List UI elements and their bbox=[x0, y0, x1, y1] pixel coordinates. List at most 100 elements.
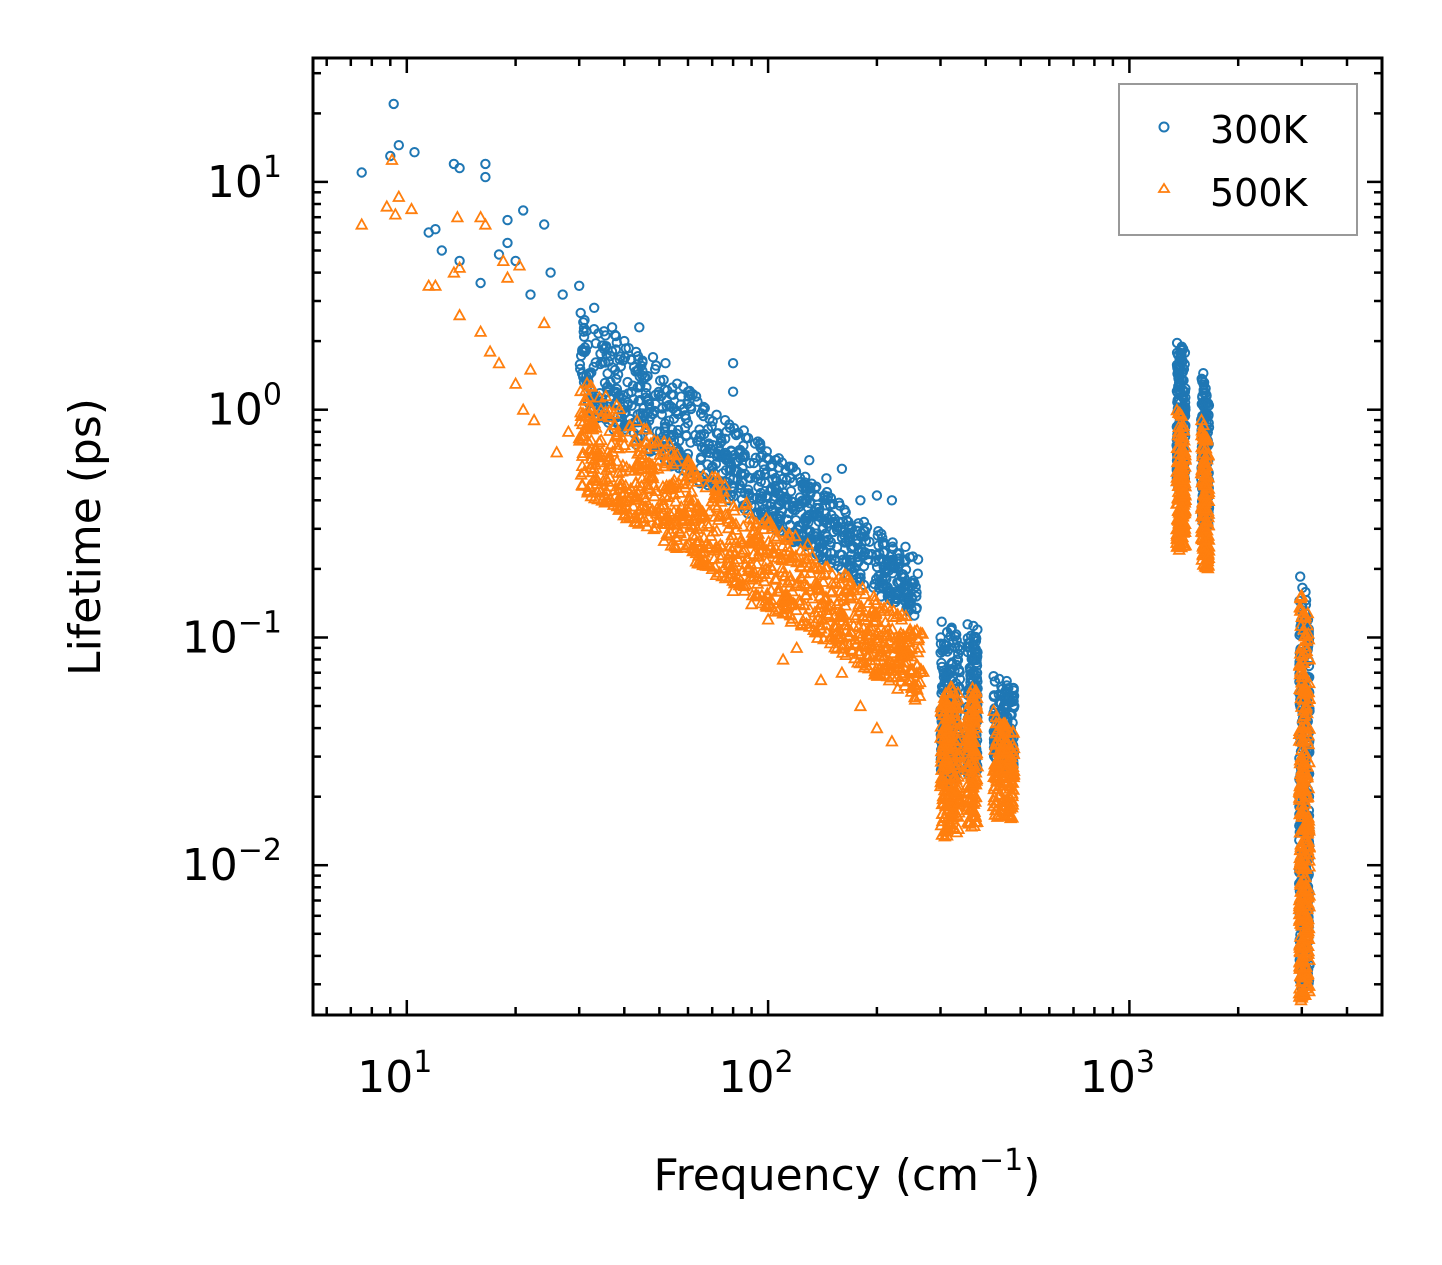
data-point bbox=[813, 562, 827, 575]
data-point bbox=[785, 611, 800, 624]
y-tick-label: 100 bbox=[207, 378, 282, 436]
data-point bbox=[639, 456, 654, 469]
data-point bbox=[760, 477, 771, 489]
data-point bbox=[880, 568, 891, 579]
data-point bbox=[852, 644, 866, 657]
data-point bbox=[632, 409, 643, 420]
data-point bbox=[1176, 429, 1190, 443]
data-point bbox=[516, 402, 530, 415]
data-point bbox=[473, 210, 488, 223]
data-point bbox=[934, 762, 949, 775]
data-point bbox=[886, 495, 898, 506]
data-point bbox=[599, 483, 614, 496]
data-point bbox=[718, 478, 732, 491]
data-point bbox=[951, 746, 965, 759]
data-point bbox=[726, 516, 741, 529]
data-point bbox=[557, 289, 568, 300]
data-point bbox=[711, 428, 723, 439]
data-point bbox=[708, 498, 722, 511]
data-point bbox=[853, 544, 864, 556]
data-point bbox=[940, 711, 955, 724]
data-point bbox=[637, 355, 648, 366]
data-point bbox=[1294, 839, 1308, 852]
data-point bbox=[997, 769, 1012, 782]
data-point bbox=[1296, 986, 1311, 999]
data-point bbox=[576, 406, 590, 419]
data-point bbox=[690, 535, 704, 548]
data-point bbox=[879, 641, 893, 654]
data-point bbox=[473, 324, 488, 337]
data-point bbox=[794, 560, 808, 573]
data-point bbox=[589, 441, 603, 454]
data-point bbox=[990, 809, 1005, 822]
data-point bbox=[935, 796, 949, 810]
data-point bbox=[971, 660, 983, 671]
data-point bbox=[775, 560, 789, 573]
legend-marker-500k bbox=[1157, 182, 1171, 193]
data-point bbox=[946, 700, 960, 713]
data-point bbox=[545, 267, 556, 278]
data-point bbox=[871, 550, 883, 561]
data-point bbox=[821, 473, 832, 484]
data-point bbox=[900, 674, 915, 687]
data-point bbox=[841, 570, 856, 583]
data-point bbox=[1171, 503, 1185, 516]
data-point bbox=[952, 795, 966, 808]
data-point bbox=[867, 667, 882, 680]
data-point bbox=[813, 589, 827, 602]
data-point bbox=[1296, 665, 1311, 678]
data-point bbox=[671, 378, 683, 389]
data-point bbox=[848, 610, 863, 623]
data-point bbox=[654, 427, 666, 438]
data-point bbox=[750, 576, 765, 589]
y-tick-label-base: 10 bbox=[182, 613, 238, 664]
data-point bbox=[967, 804, 982, 817]
data-point bbox=[385, 150, 396, 162]
data-point bbox=[599, 472, 614, 485]
data-point bbox=[886, 603, 901, 616]
data-point bbox=[1006, 725, 1021, 738]
x-tick-label-exponent: 2 bbox=[775, 1045, 794, 1080]
data-point bbox=[849, 636, 864, 649]
data-point bbox=[1008, 702, 1020, 713]
data-point bbox=[691, 498, 705, 512]
data-point bbox=[661, 395, 672, 406]
data-point bbox=[987, 742, 1002, 755]
data-point bbox=[745, 533, 759, 546]
data-point bbox=[800, 537, 815, 550]
data-point bbox=[1176, 472, 1191, 485]
data-point bbox=[871, 624, 885, 637]
data-point bbox=[577, 465, 591, 478]
data-point bbox=[500, 270, 515, 283]
data-point bbox=[607, 417, 622, 430]
data-point bbox=[850, 535, 862, 546]
data-point bbox=[615, 430, 629, 443]
data-point bbox=[893, 662, 908, 676]
data-point bbox=[905, 680, 919, 693]
data-point bbox=[908, 692, 922, 705]
data-point bbox=[1294, 641, 1309, 654]
data-point bbox=[833, 576, 848, 589]
data-point bbox=[601, 445, 615, 458]
data-point bbox=[826, 509, 837, 521]
data-point bbox=[622, 418, 637, 431]
data-point bbox=[404, 202, 419, 215]
data-point bbox=[1296, 905, 1311, 918]
data-point bbox=[820, 515, 831, 527]
data-point bbox=[902, 626, 916, 639]
data-point bbox=[814, 621, 828, 634]
data-point bbox=[936, 681, 948, 692]
data-point bbox=[1295, 975, 1310, 988]
data-point bbox=[626, 499, 641, 512]
data-point bbox=[949, 786, 963, 799]
data-point bbox=[873, 582, 885, 594]
data-point bbox=[783, 579, 797, 592]
data-point bbox=[938, 829, 952, 842]
data-point bbox=[1174, 347, 1186, 358]
data-point bbox=[640, 519, 654, 532]
data-point bbox=[1003, 752, 1017, 765]
data-point bbox=[938, 798, 953, 811]
data-point bbox=[788, 529, 803, 542]
x-tick-label-base: 10 bbox=[1080, 1052, 1136, 1103]
data-point bbox=[518, 205, 529, 216]
